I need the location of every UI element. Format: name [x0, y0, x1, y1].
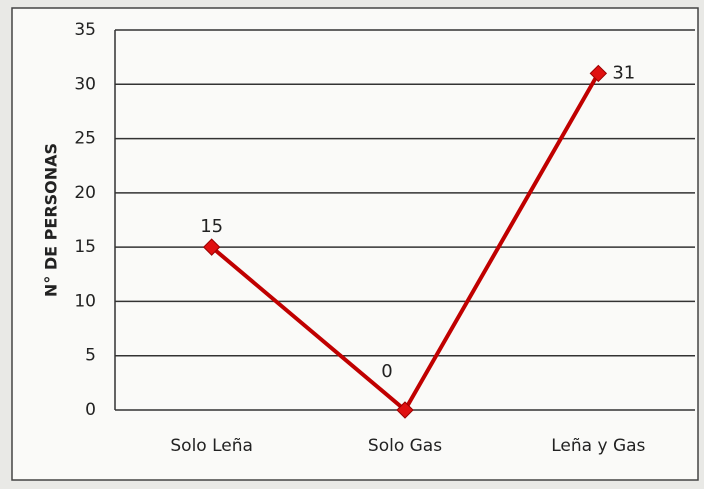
- y-tick-label: 15: [74, 237, 96, 257]
- y-tick-label: 25: [74, 129, 96, 149]
- data-label: 15: [200, 216, 223, 237]
- y-tick-label: 0: [85, 400, 96, 420]
- x-tick-label: Solo Gas: [368, 436, 442, 456]
- y-tick-label: 10: [74, 291, 96, 311]
- y-axis-label: N° DE PERSONAS: [42, 143, 61, 297]
- x-tick-label: Leña y Gas: [551, 436, 645, 456]
- data-marker: [202, 238, 221, 256]
- data-marker: [589, 64, 608, 83]
- data-label: 31: [612, 62, 635, 83]
- chart-frame: [11, 7, 699, 481]
- y-tick-label: 30: [74, 74, 96, 94]
- y-tick-label: 5: [85, 346, 96, 366]
- data-label: 0: [381, 361, 392, 382]
- y-tick-label: 35: [74, 20, 96, 40]
- data-marker: [396, 401, 414, 419]
- y-tick-label: 20: [74, 183, 96, 203]
- x-tick-label: Solo Leña: [170, 436, 253, 456]
